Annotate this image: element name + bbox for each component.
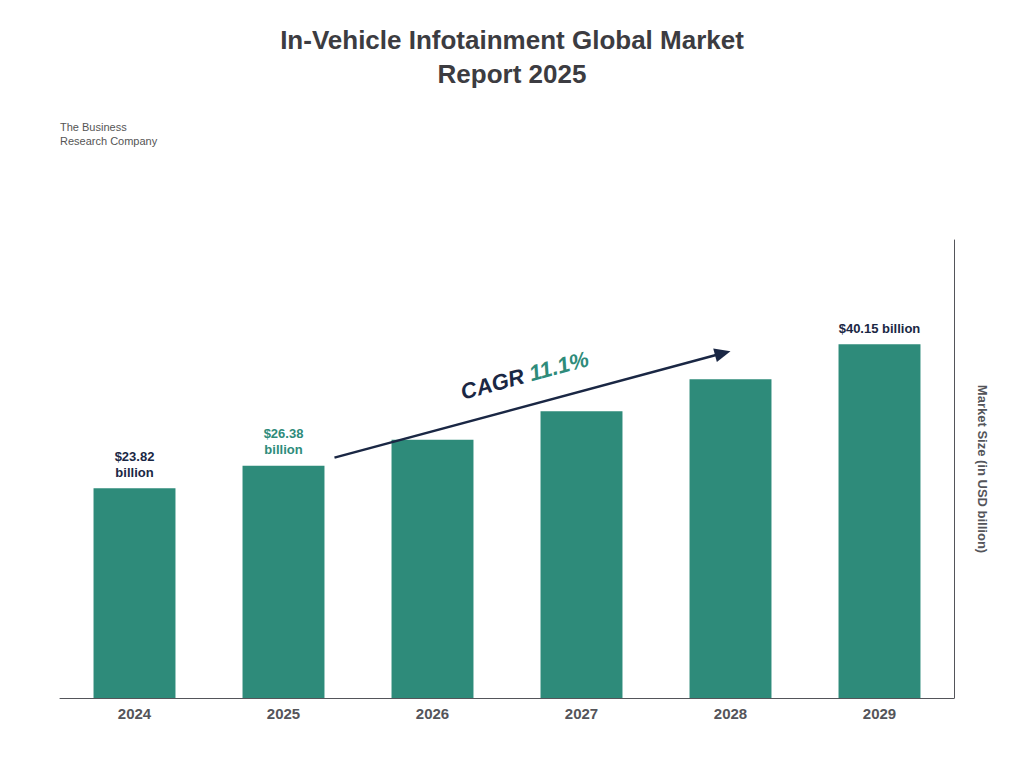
svg-text:billion: billion <box>264 442 302 457</box>
svg-text:2025: 2025 <box>267 705 300 722</box>
svg-text:11.1%: 11.1% <box>526 346 591 386</box>
svg-text:billion: billion <box>115 465 153 480</box>
svg-text:$26.38: $26.38 <box>264 426 304 441</box>
svg-text:The Business: The Business <box>60 121 127 133</box>
svg-text:$23.82: $23.82 <box>115 449 155 464</box>
svg-text:Market Size (in USD billion): Market Size (in USD billion) <box>975 385 990 553</box>
svg-text:2029: 2029 <box>863 705 896 722</box>
svg-text:CAGR: CAGR <box>458 362 533 405</box>
svg-text:Report 2025: Report 2025 <box>438 59 587 89</box>
svg-text:2024: 2024 <box>118 705 152 722</box>
svg-text:$40.15 billion: $40.15 billion <box>839 321 921 336</box>
svg-text:2026: 2026 <box>416 705 449 722</box>
svg-text:2028: 2028 <box>714 705 747 722</box>
svg-text:Research Company: Research Company <box>60 135 158 147</box>
svg-text:In-Vehicle Infotainment Global: In-Vehicle Infotainment Global Market <box>280 25 744 55</box>
svg-text:2027: 2027 <box>565 705 598 722</box>
